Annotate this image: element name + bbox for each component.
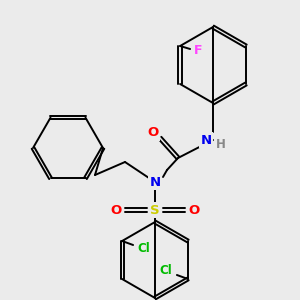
Text: N: N xyxy=(149,176,161,188)
Text: O: O xyxy=(188,203,200,217)
Text: O: O xyxy=(147,127,159,140)
Text: F: F xyxy=(194,44,202,58)
Text: N: N xyxy=(200,134,211,146)
Text: O: O xyxy=(110,203,122,217)
Text: Cl: Cl xyxy=(138,242,151,256)
Text: H: H xyxy=(216,139,226,152)
Text: Cl: Cl xyxy=(160,265,172,278)
Text: S: S xyxy=(150,203,160,217)
